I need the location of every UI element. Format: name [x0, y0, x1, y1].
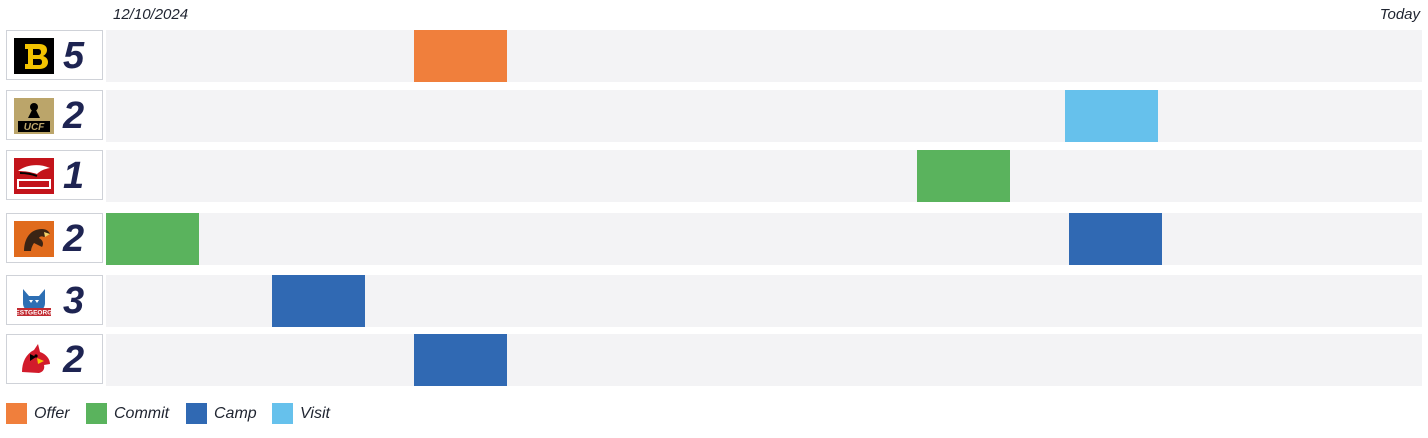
timeline-row: 2	[6, 213, 1422, 265]
legend-swatch	[6, 403, 27, 424]
event-count: 1	[63, 155, 85, 197]
event-count: 5	[63, 35, 85, 77]
team-badge[interactable]: 2	[6, 334, 103, 384]
wolf-west-georgia-icon: WESTGEORGIA	[9, 283, 59, 319]
timeline-track	[106, 334, 1422, 386]
svg-text:WESTGEORGIA: WESTGEORGIA	[14, 310, 54, 317]
event-commit-block[interactable]	[917, 150, 1010, 202]
event-count: 2	[63, 95, 85, 137]
event-camp-block[interactable]	[1069, 213, 1162, 265]
event-count: 3	[63, 280, 85, 322]
legend-swatch	[86, 403, 107, 424]
timeline-row: WESTGEORGIA 3	[6, 275, 1422, 327]
timeline-track	[106, 90, 1422, 142]
event-visit-block[interactable]	[1065, 90, 1158, 142]
legend-label: Offer	[34, 405, 70, 422]
legend-swatch	[186, 403, 207, 424]
timeline-track	[106, 275, 1422, 327]
legend-label: Commit	[114, 405, 170, 422]
event-camp-block[interactable]	[414, 334, 507, 386]
event-count: 2	[63, 218, 85, 260]
team-badge[interactable]: UCF 2	[6, 90, 103, 140]
timeline-row: 1	[6, 150, 1422, 202]
event-offer-block[interactable]	[414, 30, 507, 82]
event-count: 2	[63, 339, 85, 381]
falcon-head-icon	[14, 221, 54, 257]
timeline-row: UCF 2	[6, 90, 1422, 142]
ucf-knight-icon: UCF	[14, 98, 54, 134]
timeline-track	[106, 30, 1422, 82]
team-badge[interactable]: 5	[6, 30, 103, 80]
event-camp-block[interactable]	[272, 275, 365, 327]
legend-swatch	[272, 403, 293, 424]
hawk-wordmark-icon	[14, 158, 54, 194]
end-date-label: Today	[1379, 6, 1420, 23]
event-commit-block[interactable]	[106, 213, 199, 265]
team-badge[interactable]: 1	[6, 150, 103, 200]
b-block-icon	[14, 38, 54, 74]
legend-label: Visit	[300, 405, 330, 422]
team-badge[interactable]: 2	[6, 213, 103, 263]
timeline-track	[106, 213, 1422, 265]
timeline-row: 5	[6, 30, 1422, 82]
cardinal-icon	[14, 342, 54, 378]
legend-label: Camp	[214, 405, 257, 422]
timeline-row: 2	[6, 334, 1422, 386]
timeline-track	[106, 150, 1422, 202]
start-date-label: 12/10/2024	[113, 6, 189, 23]
team-badge[interactable]: WESTGEORGIA 3	[6, 275, 103, 325]
svg-text:UCF: UCF	[24, 122, 45, 133]
